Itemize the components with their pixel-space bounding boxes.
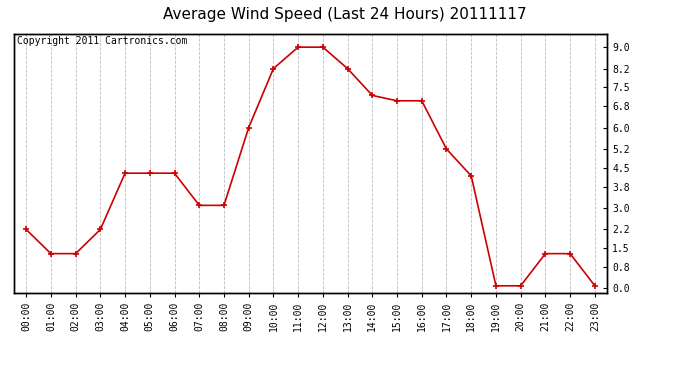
Text: Copyright 2011 Cartronics.com: Copyright 2011 Cartronics.com [17,36,187,46]
Text: Average Wind Speed (Last 24 Hours) 20111117: Average Wind Speed (Last 24 Hours) 20111… [164,8,526,22]
